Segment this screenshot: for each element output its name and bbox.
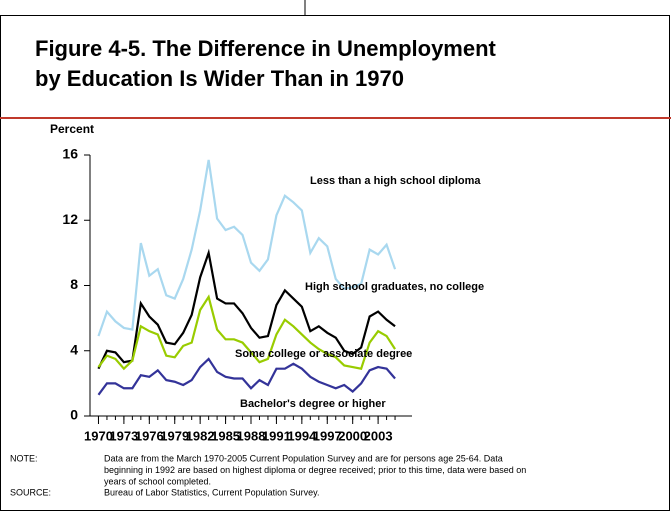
x-tick-label: 1988 <box>237 428 266 443</box>
note: Data are from the March 1970-2005 Curren… <box>104 453 503 463</box>
y-axis-label: Percent <box>50 122 94 136</box>
chart-title: Figure 4-5. The Difference in Unemployme… <box>35 36 497 61</box>
series-line <box>97 159 397 337</box>
note: years of school completed. <box>104 476 211 486</box>
y-tick-label: 8 <box>70 276 78 292</box>
x-tick-label: 1994 <box>287 428 317 443</box>
series-label: Some college or associate degree <box>235 348 412 360</box>
series-label: Less than a high school diploma <box>310 175 481 187</box>
series-line <box>97 357 396 396</box>
source: Bureau of Labor Statistics, Current Popu… <box>104 487 319 497</box>
x-tick-label: 1982 <box>186 428 215 443</box>
x-tick-label: 1973 <box>109 428 138 443</box>
x-tick-label: 1976 <box>135 428 164 443</box>
chart-title: by Education Is Wider Than in 1970 <box>35 66 404 91</box>
y-tick-label: 4 <box>70 341 78 357</box>
x-tick-label: 1991 <box>262 428 291 443</box>
x-tick-label: 1997 <box>313 428 342 443</box>
note-label: NOTE: <box>10 453 38 463</box>
x-tick-label: 2003 <box>364 428 393 443</box>
x-tick-label: 2000 <box>338 428 367 443</box>
x-tick-label: 1979 <box>160 428 189 443</box>
frame <box>0 15 670 511</box>
series-label: Bachelor's degree or higher <box>240 398 386 410</box>
note: beginning in 1992 are based on highest d… <box>104 465 526 475</box>
series-line <box>97 248 396 370</box>
y-tick-label: 12 <box>62 211 78 227</box>
x-tick-label: 1970 <box>84 428 113 443</box>
y-tick-label: 16 <box>62 146 78 162</box>
series-label: High school graduates, no college <box>305 281 484 293</box>
x-tick-label: 1985 <box>211 428 240 443</box>
y-tick-label: 0 <box>70 407 78 423</box>
source-label: SOURCE: <box>10 487 51 497</box>
series-line <box>97 294 396 371</box>
